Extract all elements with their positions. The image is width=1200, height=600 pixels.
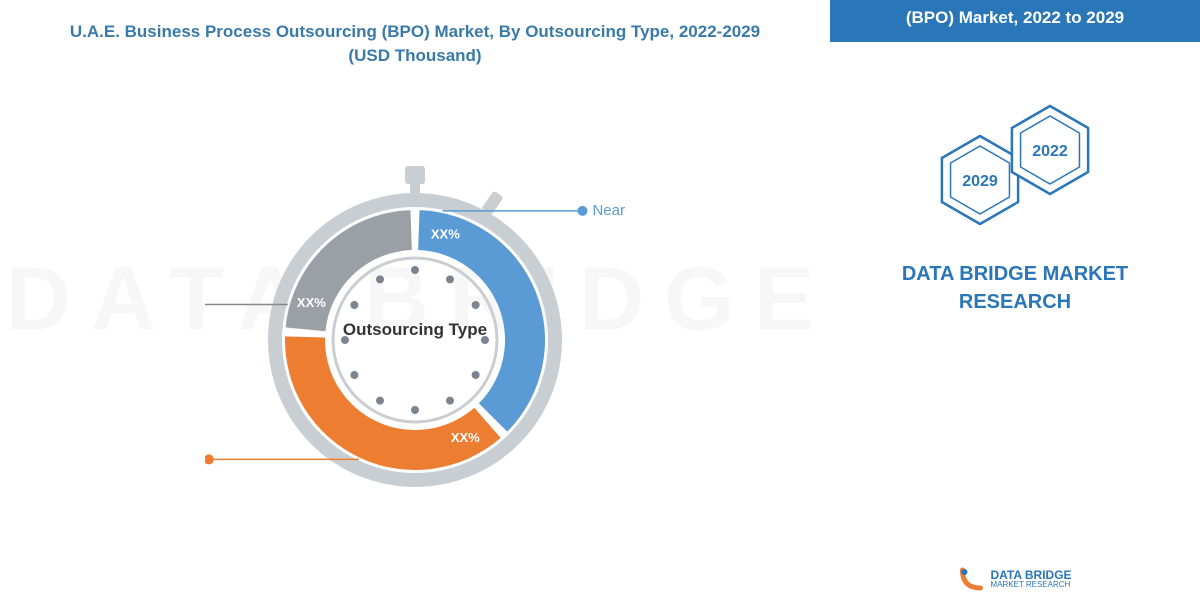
segment-pct-nearshore: XX% xyxy=(431,226,460,241)
segment-pct-onshore: XX% xyxy=(451,430,480,445)
chart-panel: U.A.E. Business Process Outsourcing (BPO… xyxy=(0,0,830,600)
tick-dot xyxy=(350,371,358,379)
brand-line1: DATA BRIDGE MARKET xyxy=(902,263,1128,285)
hexagon-group: 2029 2022 xyxy=(905,100,1125,240)
footer-logo-icon xyxy=(958,566,984,592)
segment-pct-offshore: XX% xyxy=(297,295,326,310)
hex-label-2022: 2022 xyxy=(1032,143,1068,160)
tick-dot xyxy=(411,406,419,414)
segment-label-nearshore: Nearshore xyxy=(592,202,625,219)
hex-label-2029: 2029 xyxy=(962,173,998,190)
tick-dot xyxy=(376,275,384,283)
footer-logo-subtext: MARKET RESEARCH xyxy=(990,581,1071,589)
donut-chart: XX%NearshoreXX%OnshoreXX%Offshore Outsou… xyxy=(205,120,625,540)
footer-logo: DATA BRIDGE MARKET RESEARCH xyxy=(958,566,1071,592)
donut-center-label: Outsourcing Type xyxy=(343,320,487,340)
hexagon-2022: 2022 xyxy=(1012,106,1088,194)
chart-title: U.A.E. Business Process Outsourcing (BPO… xyxy=(0,0,830,78)
donut-segment-offshore xyxy=(286,210,412,331)
hexagon-2029: 2029 xyxy=(942,136,1018,224)
brand-text: DATA BRIDGE MARKET RESEARCH xyxy=(830,260,1200,316)
tick-dot xyxy=(472,301,480,309)
tick-dot xyxy=(350,301,358,309)
right-header: (BPO) Market, 2022 to 2029 xyxy=(830,0,1200,42)
hex-svg: 2029 2022 xyxy=(905,100,1125,240)
tick-dot xyxy=(472,371,480,379)
brand-line2: RESEARCH xyxy=(959,291,1071,313)
tick-dot xyxy=(446,397,454,405)
tick-dot xyxy=(411,266,419,274)
right-panel: (BPO) Market, 2022 to 2029 2029 2022 DATA… xyxy=(830,0,1200,600)
tick-dot xyxy=(376,397,384,405)
tick-dot xyxy=(446,275,454,283)
